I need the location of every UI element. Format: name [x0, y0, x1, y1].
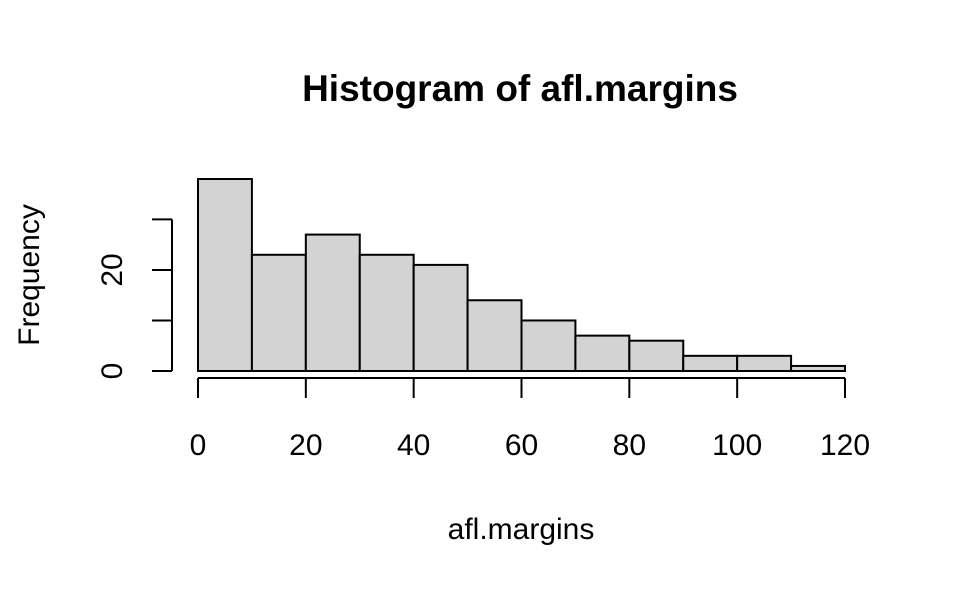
- histogram-bar: [628, 339, 685, 372]
- y-axis-label: Frequency: [13, 204, 46, 346]
- histogram-bar: [304, 233, 361, 372]
- y-tick-label: 20: [96, 253, 129, 286]
- x-tick-label: 0: [190, 429, 207, 462]
- histogram-bar: [682, 354, 739, 372]
- x-tick-label: 20: [289, 429, 322, 462]
- histogram-bar: [197, 178, 253, 372]
- x-tick-label: 100: [712, 429, 762, 462]
- y-axis: 0 20: [96, 218, 173, 380]
- histogram-bar: [358, 253, 415, 372]
- x-tick-label: 40: [397, 429, 430, 462]
- histogram-bar: [250, 253, 307, 372]
- histogram-bar: [574, 334, 631, 373]
- chart-title: Histogram of afl.margins: [302, 68, 738, 109]
- x-tick-label: 60: [505, 429, 538, 462]
- histogram-bar: [412, 263, 469, 373]
- x-tick-label: 120: [820, 429, 870, 462]
- x-axis-label: afl.margins: [448, 513, 595, 546]
- x-tick-label: 80: [613, 429, 646, 462]
- x-axis: 0 20 40 60 80 100 120: [190, 377, 870, 462]
- histogram-bar: [466, 299, 523, 372]
- histogram-bar: [790, 364, 846, 372]
- bars-group: [197, 178, 846, 373]
- histogram-bar: [520, 319, 577, 373]
- histogram-bar: [736, 354, 793, 372]
- y-tick-label: 0: [96, 363, 129, 380]
